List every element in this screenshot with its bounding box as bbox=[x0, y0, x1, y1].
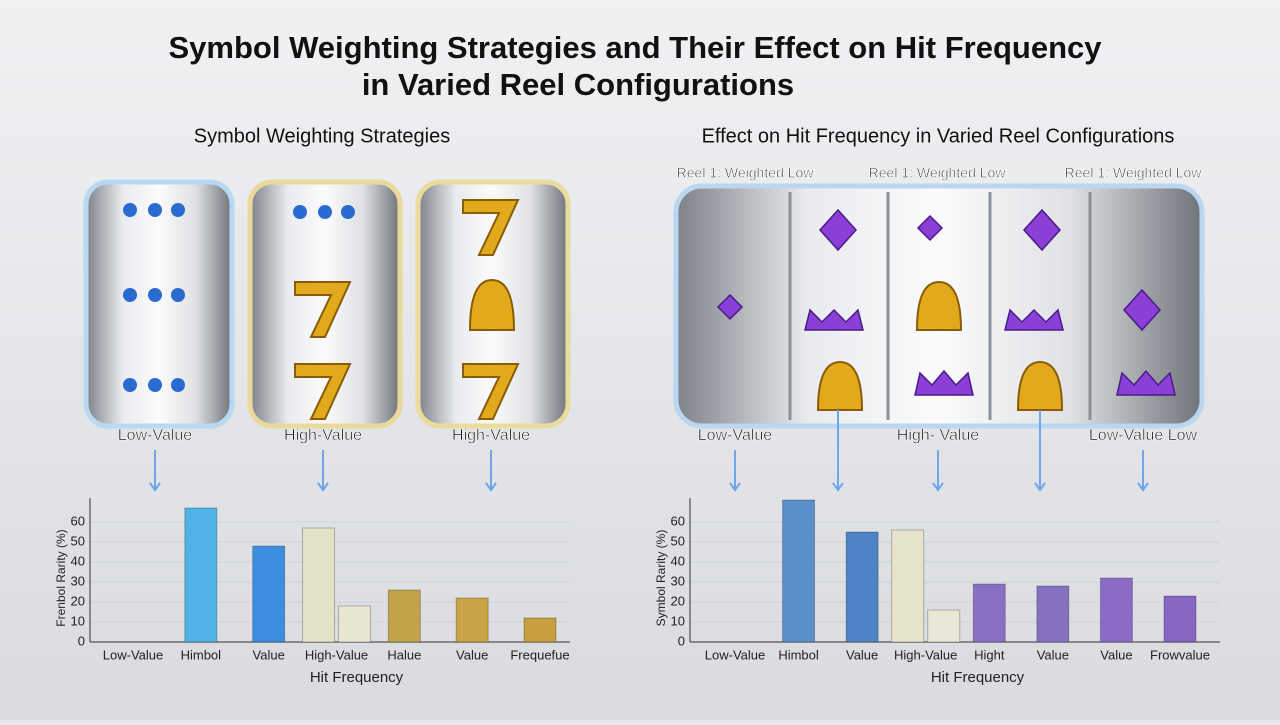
bar bbox=[1099, 577, 1133, 643]
reel-label: Low-Value bbox=[698, 427, 773, 444]
chart-title: Symbol Weighting Strategies bbox=[194, 125, 450, 147]
bar bbox=[845, 531, 879, 643]
bar bbox=[1036, 585, 1070, 643]
x-axis-label: Hit Frequency bbox=[931, 669, 1025, 686]
x-axis-label: Hit Frequency bbox=[310, 669, 404, 686]
x-tick-label: Himbol bbox=[778, 647, 819, 662]
y-axis-label: Symbol Rarity (%) bbox=[654, 530, 668, 627]
x-tick-label: Value bbox=[456, 647, 488, 662]
y-tick-label: 60 bbox=[71, 513, 85, 528]
bar bbox=[338, 605, 371, 643]
bar bbox=[184, 507, 218, 643]
y-tick-label: 50 bbox=[71, 533, 85, 548]
reel-label: Low-Value Low bbox=[1089, 427, 1198, 444]
y-axis-label: Frenbol Rarity (%) bbox=[54, 529, 68, 626]
y-tick-label: 40 bbox=[71, 553, 85, 568]
bar bbox=[455, 597, 489, 643]
x-tick-label: Hight bbox=[974, 647, 1005, 662]
y-tick-label: 40 bbox=[671, 553, 685, 568]
x-tick-label: High-Value bbox=[894, 647, 957, 662]
bar bbox=[523, 617, 557, 643]
x-tick-label: Halue bbox=[387, 647, 421, 662]
x-tick-label: Low-Value bbox=[103, 647, 163, 662]
reels-left bbox=[83, 179, 571, 429]
y-tick-label: 0 bbox=[78, 633, 85, 648]
x-tick-label: Value bbox=[846, 647, 878, 662]
x-tick-label: High-Value bbox=[305, 647, 368, 662]
reel-label: Low-Value bbox=[118, 427, 193, 444]
y-tick-label: 0 bbox=[678, 633, 685, 648]
bar bbox=[782, 499, 816, 643]
x-tick-label: Value bbox=[1100, 647, 1132, 662]
reel-top-label: Reel 1: Weighted Low bbox=[869, 165, 1007, 181]
reels-right bbox=[673, 183, 1205, 429]
x-tick-label: Frequefue bbox=[510, 647, 569, 662]
reel-label: High-Value bbox=[452, 427, 530, 444]
reel-top-label: Reel 1: Weighted Low bbox=[1065, 165, 1203, 181]
reel-label: High-Value bbox=[284, 427, 362, 444]
bar bbox=[927, 609, 961, 643]
x-tick-label: Frowvalue bbox=[1150, 647, 1210, 662]
y-tick-label: 10 bbox=[671, 613, 685, 628]
y-tick-label: 60 bbox=[671, 513, 685, 528]
reel-top-label: Reel 1: Weighted Low bbox=[677, 165, 815, 181]
reel-label: High- Value bbox=[897, 427, 980, 444]
bar bbox=[891, 529, 925, 643]
x-tick-label: Low-Value bbox=[705, 647, 765, 662]
y-tick-label: 30 bbox=[71, 573, 85, 588]
arrows bbox=[149, 410, 1149, 492]
y-tick-label: 30 bbox=[671, 573, 685, 588]
x-tick-label: Value bbox=[253, 647, 285, 662]
y-tick-label: 50 bbox=[671, 533, 685, 548]
title-line-1: Symbol Weighting Strategies and Their Ef… bbox=[169, 30, 1103, 65]
y-tick-label: 20 bbox=[671, 593, 685, 608]
bar bbox=[1163, 595, 1197, 643]
y-tick-label: 20 bbox=[71, 593, 85, 608]
x-tick-label: Value bbox=[1037, 647, 1069, 662]
x-tick-label: Himbol bbox=[181, 647, 222, 662]
bar bbox=[387, 589, 421, 643]
bar bbox=[972, 583, 1006, 643]
bar bbox=[252, 545, 286, 643]
title-line-2: in Varied Reel Configurations bbox=[362, 67, 794, 102]
chart-title: Effect on Hit Frequency in Varied Reel C… bbox=[702, 125, 1175, 147]
y-tick-label: 10 bbox=[71, 613, 85, 628]
bar bbox=[302, 527, 335, 643]
